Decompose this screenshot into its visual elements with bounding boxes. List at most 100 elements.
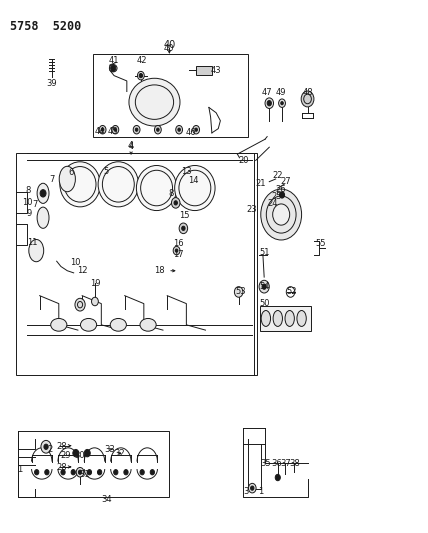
- Text: 6: 6: [69, 168, 74, 177]
- Text: 24: 24: [268, 199, 278, 208]
- Ellipse shape: [98, 162, 139, 207]
- Circle shape: [301, 91, 314, 107]
- Text: 53: 53: [235, 287, 246, 296]
- Text: 25: 25: [272, 192, 282, 201]
- Text: 37: 37: [280, 459, 291, 469]
- Text: 1: 1: [258, 487, 263, 496]
- Circle shape: [139, 74, 143, 78]
- Text: 20: 20: [238, 156, 249, 165]
- Text: 26: 26: [276, 185, 286, 194]
- Ellipse shape: [80, 318, 97, 331]
- Text: 35: 35: [261, 459, 271, 469]
- Circle shape: [114, 470, 118, 475]
- Circle shape: [44, 444, 48, 449]
- Circle shape: [279, 192, 285, 198]
- Circle shape: [92, 297, 98, 306]
- Circle shape: [71, 470, 75, 475]
- Circle shape: [265, 98, 273, 109]
- Ellipse shape: [110, 318, 126, 331]
- Text: 1: 1: [17, 465, 22, 473]
- Text: 5758  5200: 5758 5200: [10, 20, 81, 33]
- Ellipse shape: [273, 311, 282, 326]
- Circle shape: [98, 470, 102, 475]
- Text: 28: 28: [56, 442, 67, 451]
- Text: 30: 30: [75, 451, 85, 461]
- Circle shape: [250, 486, 254, 490]
- Circle shape: [178, 128, 181, 131]
- Text: 45: 45: [107, 127, 118, 136]
- Text: 34: 34: [101, 495, 112, 504]
- Text: 47: 47: [262, 88, 273, 97]
- Text: 48: 48: [302, 88, 313, 97]
- Ellipse shape: [59, 166, 75, 192]
- Circle shape: [61, 470, 65, 475]
- Text: 29: 29: [61, 451, 71, 461]
- Text: 50: 50: [259, 299, 270, 308]
- Circle shape: [112, 125, 119, 134]
- Text: 51: 51: [259, 248, 270, 257]
- Text: 41: 41: [109, 56, 119, 65]
- Bar: [260, 306, 311, 331]
- Text: 40: 40: [163, 40, 175, 50]
- Circle shape: [84, 449, 90, 457]
- Circle shape: [137, 71, 144, 80]
- Ellipse shape: [261, 311, 270, 326]
- Circle shape: [101, 128, 104, 131]
- Circle shape: [181, 226, 185, 230]
- Circle shape: [73, 449, 79, 457]
- Circle shape: [174, 201, 178, 205]
- Bar: [18, 431, 169, 497]
- Text: 13: 13: [181, 166, 192, 175]
- Text: 10: 10: [71, 259, 81, 267]
- Text: 17: 17: [173, 250, 184, 259]
- Text: 38: 38: [289, 459, 300, 469]
- Text: 43: 43: [211, 66, 221, 75]
- Circle shape: [35, 470, 39, 475]
- Circle shape: [99, 125, 106, 134]
- Circle shape: [45, 470, 49, 475]
- Text: 46: 46: [185, 128, 196, 138]
- Text: 14: 14: [188, 175, 199, 184]
- Ellipse shape: [37, 207, 49, 228]
- Text: 4: 4: [128, 141, 134, 151]
- Ellipse shape: [129, 78, 180, 126]
- Circle shape: [179, 223, 187, 233]
- Bar: [93, 54, 248, 136]
- Text: 8: 8: [25, 186, 30, 195]
- Circle shape: [111, 65, 116, 71]
- Text: 32: 32: [114, 449, 125, 458]
- Ellipse shape: [29, 239, 44, 262]
- Text: 52: 52: [286, 287, 297, 296]
- Circle shape: [262, 284, 266, 289]
- Text: 36: 36: [271, 459, 282, 469]
- Text: 49: 49: [276, 88, 286, 97]
- Circle shape: [193, 125, 199, 134]
- Text: 31: 31: [79, 470, 89, 479]
- Text: 7: 7: [49, 174, 54, 183]
- Circle shape: [76, 467, 84, 477]
- Text: 2: 2: [48, 445, 53, 454]
- Circle shape: [261, 189, 302, 240]
- Text: 8: 8: [168, 189, 173, 198]
- Text: 55: 55: [315, 239, 326, 248]
- Ellipse shape: [137, 165, 177, 211]
- Text: 19: 19: [90, 279, 100, 288]
- Text: 11: 11: [27, 238, 37, 247]
- Ellipse shape: [60, 162, 100, 207]
- Circle shape: [259, 280, 269, 293]
- Text: 3: 3: [243, 487, 249, 496]
- Text: 22: 22: [273, 171, 283, 180]
- Text: 9: 9: [27, 209, 32, 218]
- Text: 21: 21: [256, 179, 266, 188]
- Circle shape: [155, 125, 161, 134]
- Circle shape: [175, 249, 178, 252]
- Ellipse shape: [175, 165, 215, 211]
- Text: 40: 40: [164, 44, 175, 53]
- Text: 39: 39: [46, 79, 57, 88]
- Text: 16: 16: [173, 239, 184, 248]
- Circle shape: [40, 190, 46, 197]
- Circle shape: [275, 474, 280, 481]
- Ellipse shape: [140, 318, 156, 331]
- Circle shape: [87, 470, 92, 475]
- Ellipse shape: [51, 318, 67, 331]
